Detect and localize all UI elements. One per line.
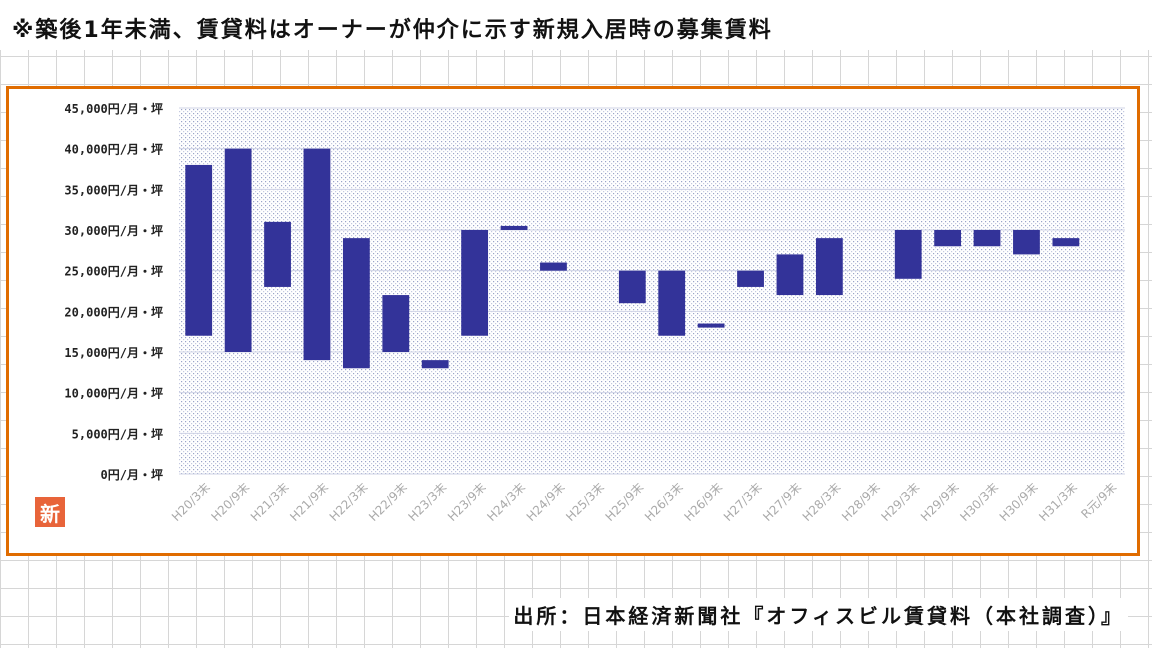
y-tick-label: 20,000円/月・坪 [64, 305, 163, 319]
chart-caption: ※築後1年未満、賃貸料はオーナーが仲介に示す新規入居時の募集賃料 [12, 18, 773, 43]
range-bar [1013, 230, 1040, 255]
x-tick-label: H26/9末 [681, 480, 725, 524]
y-tick-label: 25,000円/月・坪 [64, 265, 163, 279]
x-tick-label: H25/9末 [603, 480, 647, 524]
x-tick-label: H27/9末 [760, 480, 804, 524]
range-bar [776, 254, 804, 296]
x-tick-label: H21/3末 [248, 480, 292, 524]
plot-area [179, 108, 1125, 474]
range-bar [697, 323, 725, 328]
rent-range-chart: 0円/月・坪 5,000円/月・坪 10,000円/月・坪 15,000円/月・坪 20… [64, 102, 1125, 524]
x-tick-label: H30/9末 [997, 480, 1041, 524]
y-tick-label: 5,000円/月・坪 [72, 427, 163, 441]
x-tick-label: H20/9末 [208, 480, 252, 524]
y-tick-label: 15,000円/月・坪 [64, 346, 163, 360]
range-bar [185, 164, 213, 336]
x-tick-label: R元/9末 [1078, 480, 1119, 521]
range-bar [421, 360, 449, 369]
x-tick-label: H22/9末 [366, 480, 410, 524]
range-bar [382, 295, 410, 352]
x-tick-label: H25/3末 [563, 480, 607, 524]
range-bar [342, 238, 370, 369]
range-bar [618, 270, 646, 304]
y-tick-label: 40,000円/月・坪 [64, 143, 163, 157]
x-tick-label: H21/9末 [287, 480, 331, 524]
range-bar [815, 238, 843, 296]
x-tick-label: H24/9末 [524, 480, 568, 524]
range-bar [658, 270, 686, 336]
x-tick-label: H24/3末 [484, 480, 528, 524]
y-tick-label: 0円/月・坪 [101, 468, 163, 482]
x-tick-label: H20/3末 [169, 480, 213, 524]
range-bar [1052, 238, 1080, 247]
chart-frame: 0円/月・坪 5,000円/月・坪 10,000円/月・坪 15,000円/月・坪 20… [6, 86, 1140, 556]
y-tick-label: 35,000円/月・坪 [64, 183, 163, 197]
x-tick-label: H31/3末 [1036, 480, 1080, 524]
x-tick-label: H23/3末 [406, 480, 450, 524]
x-tick-label: H27/3末 [721, 480, 765, 524]
x-tick-label: H26/3末 [642, 480, 686, 524]
caption-bar: ※築後1年未満、賃貸料はオーナーが仲介に示す新規入居時の募集賃料 [0, 0, 1152, 50]
range-bar [934, 230, 962, 247]
range-bar [500, 225, 528, 230]
x-tick-label: H22/3末 [327, 480, 371, 524]
y-tick-label: 45,000円/月・坪 [64, 102, 163, 116]
range-bar [894, 230, 922, 279]
source-note: 出所：日本経済新聞社『オフィスビル賃貸料（本社調査）』 [509, 598, 1128, 631]
x-tick-label: H29/3末 [879, 480, 923, 524]
range-bar [461, 230, 489, 336]
x-tick-label: H28/9末 [839, 480, 883, 524]
range-bar [540, 262, 567, 271]
x-tick-label: H30/3末 [957, 480, 1001, 524]
range-bar [973, 230, 1001, 247]
range-bar [737, 270, 764, 287]
range-bar [303, 148, 331, 361]
range-bar [264, 221, 291, 287]
new-badge-icon: 新 [35, 497, 65, 527]
x-tick-label: H23/9末 [445, 480, 489, 524]
x-tick-label: H29/9末 [918, 480, 962, 524]
x-tick-label: H28/3末 [800, 480, 844, 524]
y-tick-label: 30,000円/月・坪 [64, 224, 163, 238]
y-tick-label: 10,000円/月・坪 [64, 387, 163, 401]
range-bar [224, 148, 252, 352]
